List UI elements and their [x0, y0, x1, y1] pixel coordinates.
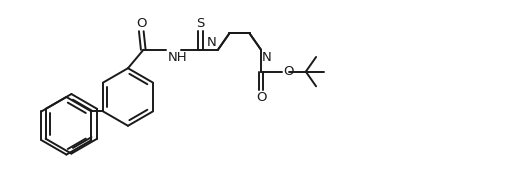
Text: NH: NH	[167, 51, 187, 64]
Text: O: O	[256, 91, 266, 104]
Text: N: N	[262, 51, 272, 64]
Text: O: O	[283, 65, 293, 78]
Text: S: S	[196, 17, 205, 30]
Text: N: N	[207, 36, 217, 49]
Text: O: O	[136, 17, 147, 30]
